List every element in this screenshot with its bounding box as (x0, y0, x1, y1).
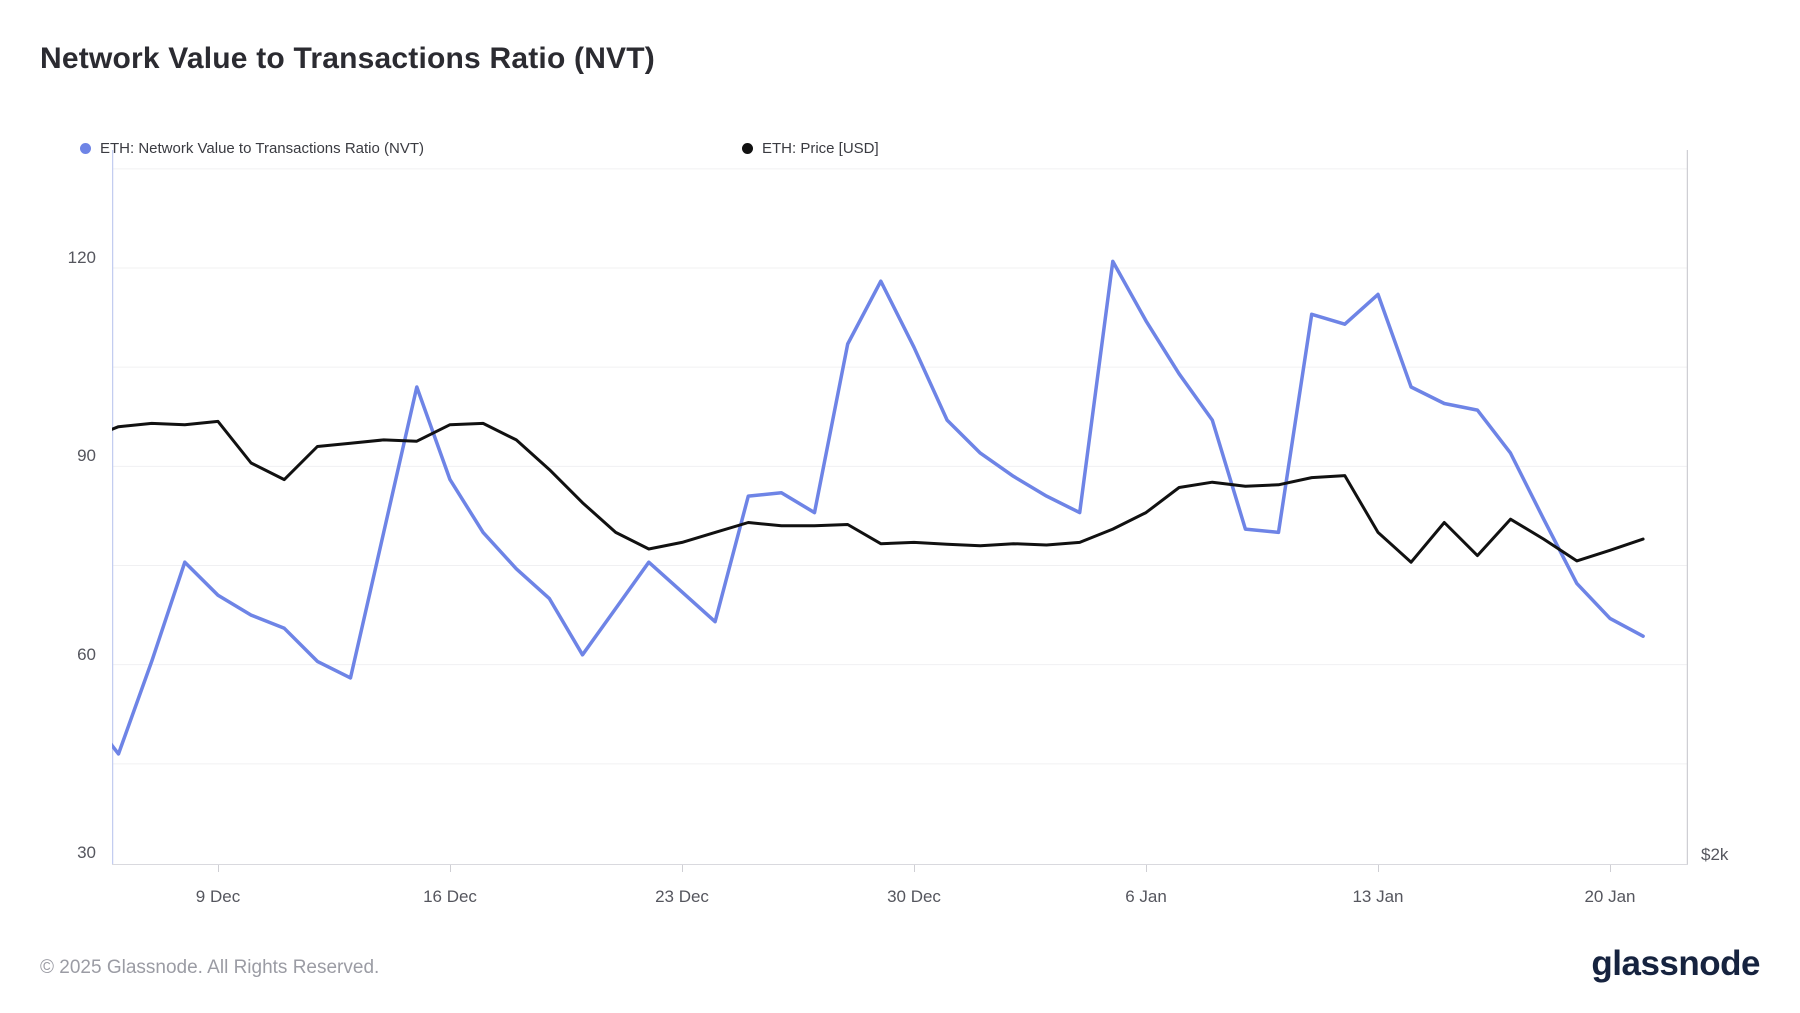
x-tick-label-9-dec: 9 Dec (195, 887, 241, 906)
right-axis-price-label: $2k (1701, 845, 1729, 864)
x-tick-mark (1610, 865, 1611, 872)
y-tick-label-30: 30 (77, 843, 96, 862)
legend-item-label: ETH: Price [USD] (762, 139, 879, 157)
x-tick-label-13-jan: 13 Jan (1352, 887, 1404, 906)
x-tick-mark (1378, 865, 1379, 872)
x-tick-label-16-dec: 16 Dec (423, 887, 477, 906)
legend-item-nvt[interactable]: ETH: Network Value to Transactions Ratio… (80, 140, 424, 157)
x-tick-label-30-dec: 30 Dec (887, 887, 941, 906)
nvt-line-series[interactable] (112, 259, 1645, 756)
page-title: Network Value to Transactions Ratio (NVT… (40, 42, 655, 75)
glassnode-logo[interactable]: glassnode (1591, 944, 1760, 983)
x-tick-mark (914, 865, 915, 872)
x-tick-mark (1146, 865, 1147, 872)
nvt-series-dot-icon (80, 142, 91, 154)
x-tick-label-23-dec: 23 Dec (655, 887, 709, 906)
plot-area[interactable] (112, 150, 1688, 865)
price-line-series[interactable] (112, 419, 1645, 564)
x-tick-mark (450, 865, 451, 872)
copyright-text: © 2025 Glassnode. All Rights Reserved. (40, 957, 380, 978)
legend-item-label: ETH: Network Value to Transactions Ratio… (100, 139, 424, 157)
price-series-dot-icon (742, 142, 753, 154)
x-tick-label-20-jan: 20 Jan (1584, 887, 1636, 906)
legend-item-price[interactable]: ETH: Price [USD] (742, 140, 879, 157)
x-tick-mark (682, 865, 683, 872)
x-tick-label-6-jan: 6 Jan (1125, 887, 1167, 906)
nvt-price-line-chart[interactable] (112, 150, 1688, 865)
y-tick-label-120: 120 (67, 248, 96, 267)
x-tick-mark (218, 865, 219, 872)
y-tick-label-60: 60 (77, 644, 96, 664)
legend: ETH: Network Value to Transactions Ratio… (80, 138, 879, 158)
y-tick-label-90: 90 (77, 446, 96, 466)
